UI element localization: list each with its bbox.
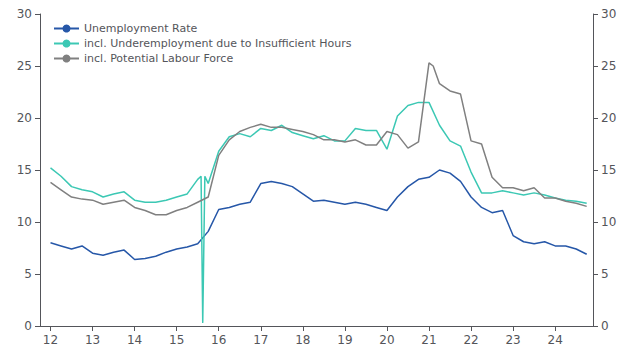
svg-text:30: 30 [17, 7, 32, 21]
svg-text:20: 20 [601, 111, 616, 125]
svg-text:10: 10 [17, 215, 32, 229]
svg-text:incl. Potential Labour Force: incl. Potential Labour Force [84, 52, 233, 65]
svg-text:0: 0 [601, 319, 609, 333]
svg-text:20: 20 [17, 111, 32, 125]
svg-text:16: 16 [211, 333, 226, 347]
svg-text:14: 14 [127, 333, 142, 347]
svg-text:25: 25 [601, 59, 616, 73]
svg-text:0: 0 [24, 319, 32, 333]
svg-text:24: 24 [548, 333, 563, 347]
svg-text:30: 30 [601, 7, 616, 21]
svg-text:25: 25 [17, 59, 32, 73]
svg-text:18: 18 [295, 333, 310, 347]
svg-text:17: 17 [253, 333, 268, 347]
svg-text:incl. Underemployment due to I: incl. Underemployment due to Insufficien… [84, 37, 352, 50]
svg-text:15: 15 [17, 163, 32, 177]
svg-text:Unemployment Rate: Unemployment Rate [84, 22, 198, 35]
svg-text:12: 12 [43, 333, 58, 347]
svg-text:15: 15 [169, 333, 184, 347]
svg-text:21: 21 [421, 333, 436, 347]
svg-text:10: 10 [601, 215, 616, 229]
svg-text:19: 19 [337, 333, 352, 347]
svg-text:5: 5 [24, 267, 32, 281]
svg-text:15: 15 [601, 163, 616, 177]
svg-text:20: 20 [379, 333, 394, 347]
svg-text:22: 22 [463, 333, 478, 347]
svg-text:5: 5 [601, 267, 609, 281]
svg-text:23: 23 [505, 333, 520, 347]
svg-text:13: 13 [85, 333, 100, 347]
